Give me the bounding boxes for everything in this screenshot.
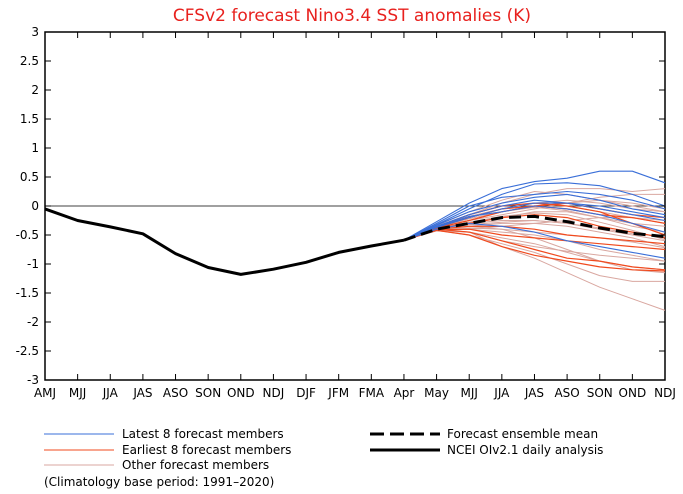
x-tick-label: SON [587,386,613,400]
analysis-group [44,207,405,276]
x-tick-label: OND [227,386,255,400]
x-tick-label: NDJ [263,386,285,400]
legend-label-earliest: Earliest 8 forecast members [122,443,291,457]
y-axis: -3 -2.5 -2 -1.5 -1 -0.5 0 0.5 1 1.5 2 2.5 3 [16,25,665,387]
latest-member-line [403,199,666,241]
latest-member-line [403,190,666,241]
x-tick-label: MJJ [69,386,86,400]
y-tick-label: -1.5 [16,286,39,300]
x-tick-label: NDJ [654,386,676,400]
x-tick-label: May [424,386,449,400]
latest-member-line [403,202,666,241]
y-tick-label: 0 [31,199,39,213]
y-tick-label: -2.5 [16,344,39,358]
ensemble-mean-line [403,214,666,242]
legend-label-other: Other forecast members [122,458,269,472]
x-tick-label: Apr [394,386,415,400]
latest-member-line [403,170,666,241]
y-tick-label: 1.5 [20,112,39,126]
latest-members-group [403,170,666,259]
x-tick-label: MJJ [460,386,477,400]
plot-area [44,31,666,381]
earliest-member-line [403,228,666,251]
y-tick-label: -3 [27,373,39,387]
x-tick-label: JJA [102,386,119,400]
y-tick-label: 2 [31,83,39,97]
legend: Latest 8 forecast members Earliest 8 for… [44,427,603,472]
chart-title: CFSv2 forecast Nino3.4 SST anomalies (K) [173,6,531,26]
y-tick-label: 0.5 [20,170,39,184]
x-axis: AMJ MJJ JJA JAS ASO SON OND NDJ DJF JFM FMA Apr May M… [34,32,676,400]
climatology-footnote: (Climatology base period: 1991–2020) [44,475,274,489]
ensemble-mean-group [403,214,666,242]
legend-label-mean: Forecast ensemble mean [447,427,598,441]
x-tick-label: AMJ [34,386,56,400]
analysis-line [44,207,405,276]
latest-member-line [403,182,666,241]
x-tick-label: JAS [132,386,152,400]
x-tick-label: JFM [327,386,349,400]
y-tick-label: 2.5 [20,54,39,68]
x-tick-label: ASO [163,386,188,400]
legend-label-latest: Latest 8 forecast members [122,427,284,441]
latest-member-line [403,205,666,241]
x-tick-label: DJF [296,386,316,400]
x-tick-label: JJA [493,386,510,400]
y-tick-label: 3 [31,25,39,39]
y-tick-label: 1 [31,141,39,155]
x-tick-label: SON [195,386,221,400]
x-tick-label: OND [619,386,647,400]
earliest-member-line [403,229,666,272]
y-tick-label: -1 [27,257,39,271]
x-tick-label: JAS [524,386,544,400]
x-tick-label: ASO [554,386,579,400]
x-tick-label: FMA [359,386,385,400]
y-tick-label: -2 [27,315,39,329]
legend-label-analysis: NCEI OIv2.1 daily analysis [447,443,603,457]
latest-member-line [403,193,666,241]
y-tick-label: -0.5 [16,228,39,242]
